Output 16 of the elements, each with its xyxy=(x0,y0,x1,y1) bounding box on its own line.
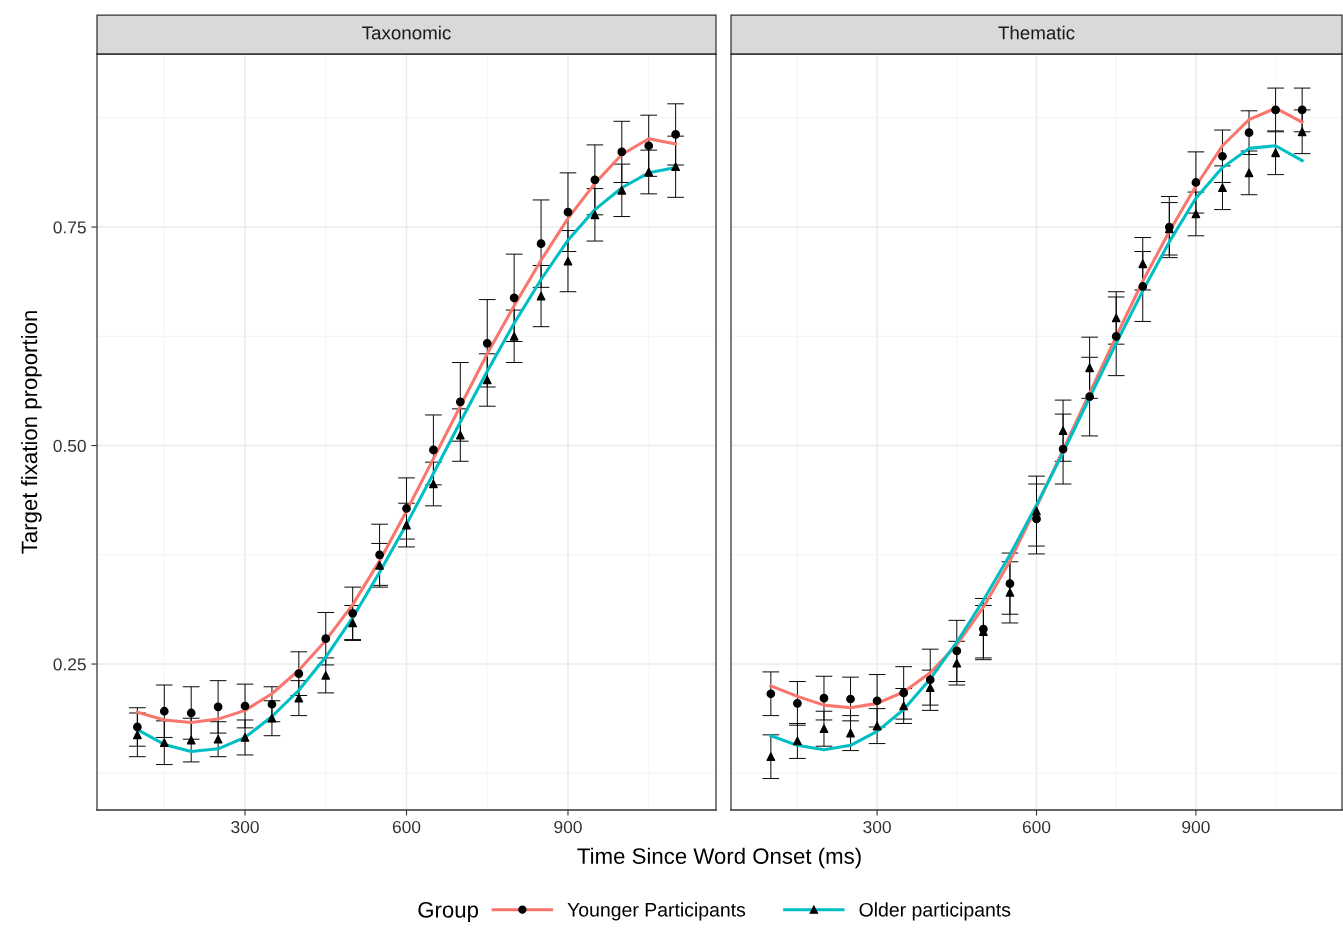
x-tick-label: 600 xyxy=(392,820,421,834)
chart-title: Taxonomic xyxy=(362,25,451,40)
x-tick-label: 900 xyxy=(1182,820,1210,834)
legend-title: Group xyxy=(418,901,479,923)
x-tick-label: 900 xyxy=(554,820,582,834)
y-tick-label: 0.75 xyxy=(53,221,86,234)
y-axis-title: Target fixation proportion xyxy=(20,311,42,554)
x-tick-label: 600 xyxy=(1022,820,1051,834)
x-axis-title: Time Since Word Onset (ms) xyxy=(577,847,861,869)
y-tick-label: 0.25 xyxy=(53,658,86,671)
x-tick-label: 300 xyxy=(863,820,891,834)
legend-label: Younger Participants xyxy=(567,902,746,921)
x-tick-label: 300 xyxy=(231,820,259,834)
legend-label: Older participants xyxy=(859,902,1011,921)
y-tick-label: 0.50 xyxy=(53,439,86,453)
chart-title: Thematic xyxy=(998,25,1075,40)
